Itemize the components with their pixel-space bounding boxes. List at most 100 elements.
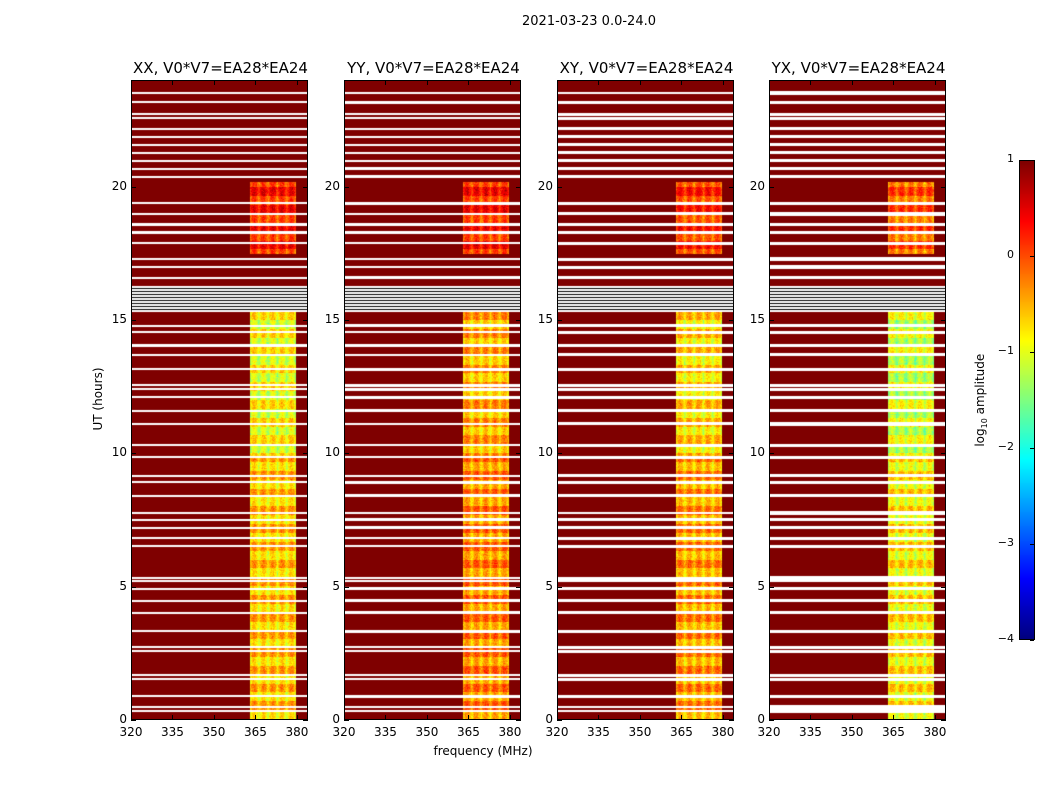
- panel-title: XY, V0*V7=EA28*EA24: [559, 59, 734, 77]
- x-tick-mark-top: [769, 80, 770, 85]
- colorbar-tick-label: −3: [997, 536, 1014, 549]
- x-tick-mark-top: [255, 80, 257, 85]
- x-tick-mark-top: [851, 80, 853, 85]
- y-tick-mark: [131, 453, 136, 455]
- x-tick-label: 335: [587, 725, 610, 739]
- y-tick-mark-right: [516, 720, 521, 721]
- x-tick-label: 350: [628, 725, 652, 739]
- x-tick-mark: [934, 715, 936, 720]
- x-tick-label: 320: [119, 725, 143, 739]
- y-tick-mark: [344, 186, 349, 188]
- x-tick-mark: [893, 715, 895, 720]
- y-tick-label: 20: [749, 178, 765, 193]
- y-tick-mark: [344, 320, 349, 321]
- x-tick-label: 335: [799, 725, 822, 739]
- x-tick-mark: [468, 715, 470, 720]
- y-tick-label: 15: [537, 312, 553, 326]
- x-tick-mark: [769, 715, 770, 720]
- y-tick-mark: [769, 720, 774, 721]
- x-tick-mark-top: [598, 80, 600, 85]
- y-tick-mark: [557, 720, 562, 721]
- colorbar-tick-mark: [1030, 160, 1034, 161]
- heatmap-image: [558, 81, 733, 719]
- y-tick-label: 10: [537, 445, 553, 460]
- x-tick-label: 365: [670, 725, 693, 739]
- x-tick-mark-top: [557, 80, 558, 85]
- panel-title: XX, V0*V7=EA28*EA24: [133, 59, 308, 77]
- x-tick-label: 350: [202, 725, 226, 739]
- x-tick-mark-top: [934, 80, 936, 85]
- x-tick-label: 320: [545, 725, 569, 739]
- x-tick-mark-top: [639, 80, 641, 85]
- x-tick-label: 350: [840, 725, 864, 739]
- colorbar-tick-mark: [1030, 640, 1034, 641]
- y-tick-mark: [131, 720, 136, 721]
- x-tick-mark: [681, 715, 683, 720]
- y-tick-mark: [557, 320, 562, 321]
- x-tick-label: 320: [332, 725, 356, 739]
- x-tick-mark-top: [509, 80, 511, 85]
- y-tick-mark-right: [941, 586, 946, 588]
- x-tick-mark-top: [722, 80, 724, 85]
- y-tick-mark: [769, 586, 774, 588]
- y-tick-mark-right: [729, 320, 734, 321]
- y-tick-label: 10: [749, 445, 765, 460]
- heatmap-panel-1: XX, V0*V7=EA28*EA24: [131, 59, 308, 720]
- x-tick-mark: [557, 715, 558, 720]
- x-tick-label: 335: [161, 725, 184, 739]
- colorbar-label-sub: 10: [980, 418, 990, 429]
- colorbar-label-rest: amplitude: [972, 353, 987, 419]
- x-tick-label: 350: [415, 725, 439, 739]
- x-tick-mark: [810, 715, 812, 720]
- y-tick-label: 20: [537, 178, 553, 193]
- panel-title: YY, V0*V7=EA28*EA24: [347, 59, 520, 77]
- y-tick-mark-right: [303, 720, 308, 721]
- panel-title: YX, V0*V7=EA28*EA24: [771, 59, 946, 77]
- figure-title: 2021-03-23 0.0-24.0: [522, 14, 656, 29]
- y-tick-label: 15: [111, 312, 127, 326]
- heatmap-image: [345, 81, 520, 719]
- colorbar-tick-mark: [1030, 448, 1034, 449]
- x-tick-mark: [296, 715, 298, 720]
- x-tick-mark: [172, 715, 174, 720]
- x-tick-mark: [851, 715, 853, 720]
- heatmap-image: [132, 81, 307, 719]
- y-tick-mark-right: [941, 720, 946, 721]
- x-tick-mark-top: [468, 80, 470, 85]
- x-tick-mark: [639, 715, 641, 720]
- heatmap-panel-4: YX, V0*V7=EA28*EA24: [769, 59, 946, 720]
- y-tick-label: 10: [324, 445, 340, 460]
- y-tick-label: 5: [545, 578, 553, 593]
- heatmap-image: [770, 81, 945, 719]
- y-tick-mark: [344, 720, 349, 721]
- y-tick-label: 0: [757, 712, 765, 726]
- y-tick-mark-right: [303, 453, 308, 455]
- x-tick-mark-top: [893, 80, 895, 85]
- y-tick-mark: [131, 186, 136, 188]
- x-tick-label: 365: [457, 725, 480, 739]
- y-tick-label: 10: [111, 445, 127, 460]
- x-tick-mark-top: [426, 80, 428, 85]
- x-tick-mark: [255, 715, 257, 720]
- colorbar-tick-label: −1: [997, 344, 1014, 357]
- heatmap-panel-3: XY, V0*V7=EA28*EA24: [557, 59, 734, 720]
- colorbar-tick-mark: [1030, 256, 1034, 257]
- x-tick-label: 365: [244, 725, 267, 739]
- x-axis-label: frequency (MHz): [433, 744, 533, 758]
- y-tick-mark-right: [516, 186, 521, 188]
- colorbar: [1019, 160, 1035, 640]
- x-tick-mark: [131, 715, 132, 720]
- y-tick-label: 15: [749, 312, 765, 326]
- x-tick-mark-top: [213, 80, 215, 85]
- y-tick-label: 5: [119, 578, 127, 593]
- x-tick-mark-top: [131, 80, 132, 85]
- x-tick-mark: [385, 715, 387, 720]
- y-tick-mark: [344, 586, 349, 588]
- x-tick-mark-top: [344, 80, 345, 85]
- y-tick-mark: [344, 453, 349, 455]
- x-tick-label: 380: [498, 725, 522, 739]
- y-tick-label: 0: [332, 712, 340, 726]
- y-tick-mark-right: [729, 186, 734, 188]
- y-tick-mark-right: [303, 586, 308, 588]
